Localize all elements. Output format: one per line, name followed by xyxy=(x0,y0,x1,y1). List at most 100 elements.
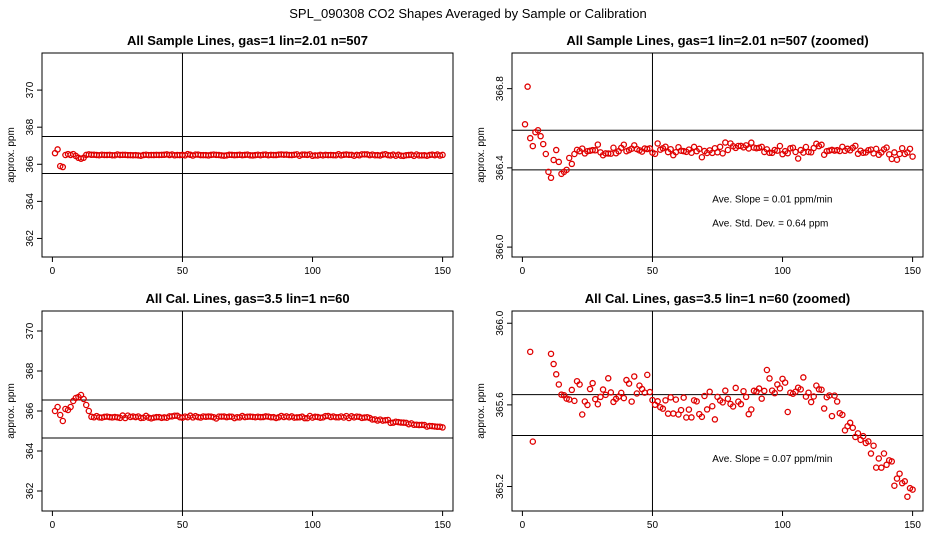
y-tick-label: 368 xyxy=(25,118,36,135)
data-point xyxy=(545,168,552,176)
data-point xyxy=(724,395,732,403)
data-point xyxy=(628,398,635,405)
data-point xyxy=(766,375,773,382)
panel-2: All Sample Lines, gas=1 lin=2.01 n=507 (… xyxy=(476,33,924,277)
data-point xyxy=(670,410,677,417)
data-point xyxy=(664,410,672,417)
data-point xyxy=(763,366,771,374)
x-tick-label: 0 xyxy=(50,520,56,531)
data-point xyxy=(859,432,867,440)
data-point xyxy=(522,304,527,309)
plot-frame xyxy=(511,310,924,512)
data-point xyxy=(729,403,737,410)
x-tick-label: 100 xyxy=(774,266,791,277)
data-point xyxy=(535,298,540,303)
data-point xyxy=(807,398,815,406)
y-axis-label: approx. ppm xyxy=(476,383,487,439)
data-point xyxy=(698,153,706,161)
data-point xyxy=(703,406,711,413)
panel-title: All Cal. Lines, gas=3.5 lin=1 n=60 xyxy=(145,291,349,306)
y-tick-label: 364 xyxy=(25,193,36,210)
data-point xyxy=(909,153,916,160)
data-point xyxy=(525,296,530,301)
data-point xyxy=(541,280,546,285)
data-point xyxy=(872,464,880,471)
data-point xyxy=(651,150,659,158)
data-point xyxy=(54,146,61,153)
data-point xyxy=(800,374,807,381)
data-point xyxy=(849,424,857,432)
data-point xyxy=(646,388,654,396)
data-point xyxy=(828,412,836,420)
data-point xyxy=(833,398,841,405)
data-point xyxy=(538,290,543,295)
data-point xyxy=(748,406,755,413)
data-point xyxy=(784,408,791,416)
data-point xyxy=(59,163,67,171)
x-tick-label: 150 xyxy=(904,520,921,531)
y-tick-label: 365.2 xyxy=(495,474,506,499)
data-point xyxy=(870,442,877,449)
data-point xyxy=(719,399,726,406)
y-tick-label: 362 xyxy=(25,482,36,499)
data-point xyxy=(542,150,550,158)
data-point xyxy=(794,155,802,162)
data-point xyxy=(784,149,791,157)
data-point xyxy=(706,388,713,396)
data-point xyxy=(740,387,747,395)
x-tick-label: 50 xyxy=(647,520,659,531)
panel-3: All Cal. Lines, gas=3.5 lin=1 n=60 0 50 100… xyxy=(6,291,454,531)
data-point xyxy=(565,154,573,162)
x-tick-label: 50 xyxy=(647,266,659,277)
data-point xyxy=(85,407,93,415)
data-point xyxy=(683,414,690,421)
data-point xyxy=(724,146,732,154)
data-point xyxy=(59,417,67,425)
data-point xyxy=(667,145,674,153)
data-point xyxy=(891,482,898,489)
data-point xyxy=(662,143,669,150)
data-point xyxy=(839,411,846,419)
y-tick-label: 370 xyxy=(25,81,36,98)
data-point xyxy=(599,386,607,393)
data-point xyxy=(909,486,916,493)
data-point xyxy=(774,147,781,154)
data-point xyxy=(711,416,719,423)
data-point xyxy=(719,150,726,157)
data-point xyxy=(677,406,685,414)
y-axis-label: approx. ppm xyxy=(6,127,17,183)
y-tick-label: 366 xyxy=(25,402,36,419)
data-point xyxy=(543,270,548,275)
data-point xyxy=(576,381,583,388)
data-point xyxy=(758,395,765,402)
annotation: Ave. Slope = 0.01 ppm/min xyxy=(712,195,832,206)
data-point xyxy=(805,389,812,396)
data-point xyxy=(898,144,906,152)
data-point xyxy=(555,158,563,166)
plot-frame xyxy=(41,310,454,512)
data-point xyxy=(761,387,768,395)
panel-title: All Sample Lines, gas=1 lin=2.01 n=507 (… xyxy=(566,33,868,48)
data-point xyxy=(888,458,896,465)
y-tick-label: 364 xyxy=(25,442,36,459)
data-point xyxy=(755,385,763,392)
data-point xyxy=(662,397,669,404)
data-point xyxy=(722,387,729,394)
data-point xyxy=(439,424,446,431)
data-point xyxy=(607,389,615,396)
data-point xyxy=(878,464,885,471)
data-point xyxy=(787,145,794,152)
data-point xyxy=(529,142,537,150)
y-tick-label: 366.0 xyxy=(495,310,506,335)
data-point xyxy=(716,143,724,151)
data-point xyxy=(852,142,859,150)
data-point xyxy=(867,450,875,457)
panel-1: All Sample Lines, gas=1 lin=2.01 n=507 0 5… xyxy=(6,33,454,277)
y-tick-label: 368 xyxy=(25,362,36,379)
data-point xyxy=(54,403,61,411)
points xyxy=(51,146,446,171)
data-point xyxy=(529,438,537,445)
panel-title: All Cal. Lines, gas=3.5 lin=1 n=60 (zoom… xyxy=(585,291,851,306)
data-point xyxy=(568,160,576,168)
y-axis-label: approx. ppm xyxy=(476,127,487,183)
